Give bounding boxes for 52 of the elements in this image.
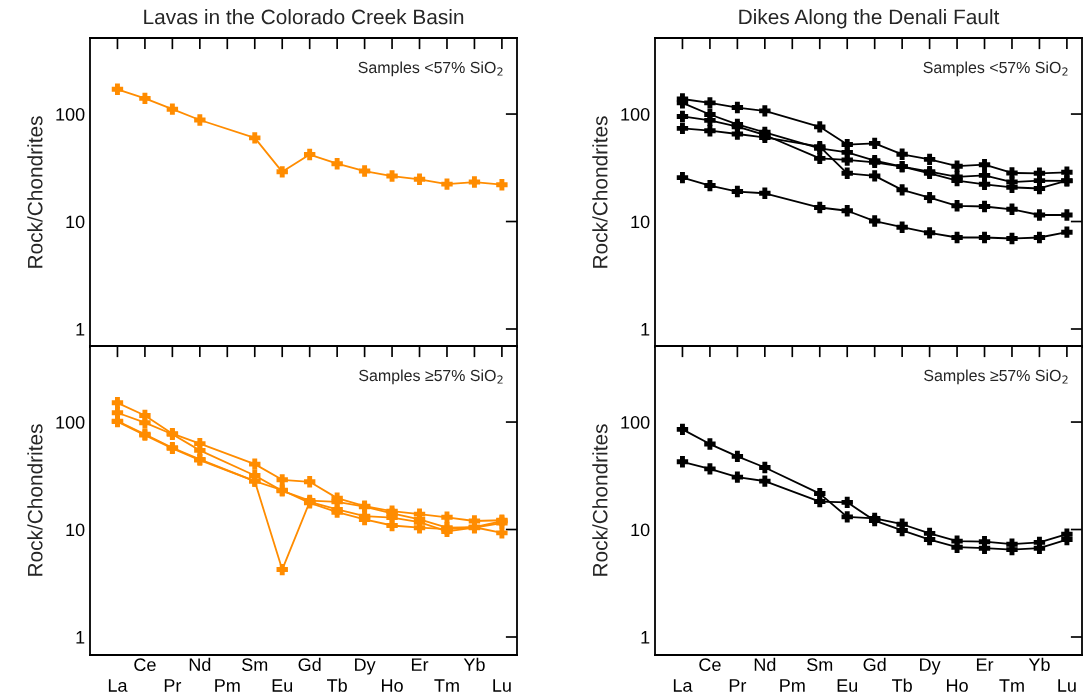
y-tick-label: 10 — [66, 523, 85, 537]
x-tick-label: Er — [976, 658, 994, 671]
x-tick-label: Ce — [134, 658, 156, 672]
annotation: Samples ≥57% SiO$_{2}$ — [924, 369, 1068, 385]
x-tick-label: Yb — [1028, 657, 1050, 672]
x-tick-label: La — [108, 679, 128, 692]
annotation: Samples <57% SiO$_{2}$ — [923, 61, 1068, 77]
x-tick-label: Yb — [463, 657, 485, 672]
y-tick-label: 1 — [76, 323, 85, 336]
x-tick-label: Tb — [327, 678, 347, 692]
y-tick-label: 10 — [631, 523, 650, 537]
y-tick-label: 1 — [641, 631, 650, 644]
y-tick-label: 10 — [631, 215, 650, 229]
chart-title: Lavas in the Colorado Creek Basin — [144, 9, 464, 25]
x-tick-label: Dy — [920, 658, 941, 675]
x-tick-label: Nd — [189, 657, 211, 672]
x-tick-label: Er — [411, 658, 429, 671]
x-tick-label: Pm — [215, 679, 240, 692]
x-tick-label: Eu — [272, 679, 293, 692]
x-tick-label: Eu — [837, 679, 858, 692]
annotation: Samples <57% SiO$_{2}$ — [358, 61, 503, 77]
y-axis-title: Rock/Chondrites — [592, 116, 608, 268]
x-tick-label: Lu — [1058, 679, 1076, 692]
x-tick-label: Gd — [298, 657, 321, 672]
x-tick-label: Tm — [434, 679, 459, 692]
x-tick-label: Ce — [699, 658, 721, 672]
y-tick-label: 1 — [76, 631, 85, 644]
x-tick-label: Pr — [164, 679, 182, 692]
x-tick-label: La — [673, 679, 693, 692]
y-tick-label: 10 — [66, 215, 85, 229]
y-tick-label: 1 — [641, 323, 650, 336]
y-tick-label: 100 — [621, 107, 650, 121]
y-tick-label: 100 — [56, 415, 85, 429]
x-tick-label: Ho — [947, 679, 968, 692]
x-tick-label: Nd — [754, 657, 776, 672]
x-tick-label: Sm — [242, 658, 268, 672]
annotation: Samples ≥57% SiO$_{2}$ — [359, 369, 503, 385]
y-axis-title: Rock/Chondrites — [592, 424, 608, 576]
x-tick-label: Ho — [382, 679, 403, 692]
x-tick-label: Dy — [355, 658, 376, 675]
x-tick-label: Pr — [729, 679, 747, 692]
y-tick-label: 100 — [621, 415, 650, 429]
x-tick-label: Lu — [493, 679, 511, 692]
x-tick-label: Sm — [807, 658, 833, 672]
x-tick-label: Pm — [780, 679, 805, 692]
y-axis-title: Rock/Chondrites — [27, 116, 43, 268]
x-tick-label: Tb — [892, 678, 912, 692]
x-tick-label: Gd — [863, 657, 886, 672]
x-tick-label: Tm — [999, 679, 1024, 692]
y-axis-title: Rock/Chondrites — [27, 424, 43, 576]
chart-title: Dikes Along the Denali Fault — [739, 9, 1000, 29]
y-tick-label: 100 — [56, 107, 85, 121]
